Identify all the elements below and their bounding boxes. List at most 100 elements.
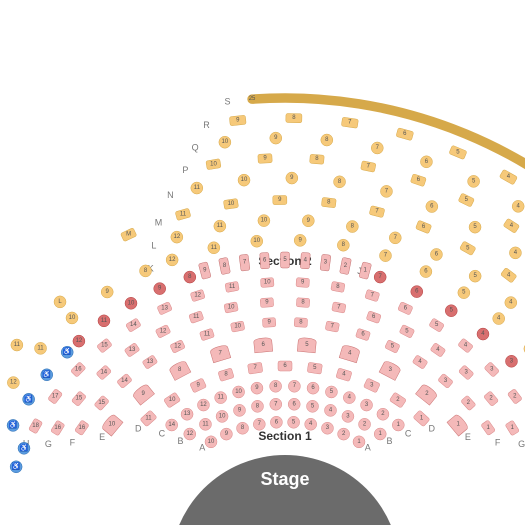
seat-B-7[interactable] bbox=[270, 398, 282, 410]
seat-B-4[interactable] bbox=[325, 404, 337, 416]
seat-F-6[interactable] bbox=[355, 328, 370, 341]
seat-C-8[interactable] bbox=[270, 380, 282, 392]
seat-K-8[interactable] bbox=[337, 239, 349, 251]
seat-Jl-8[interactable] bbox=[184, 271, 196, 283]
seat-Q-7[interactable] bbox=[371, 142, 383, 154]
seat-H-8[interactable] bbox=[331, 281, 345, 292]
seat-B-2[interactable] bbox=[359, 418, 371, 430]
seat-G-4[interactable] bbox=[430, 343, 446, 358]
seat-J-4[interactable] bbox=[477, 328, 489, 340]
seat-A-9[interactable] bbox=[220, 428, 232, 440]
seat-G-9[interactable] bbox=[260, 298, 274, 308]
seat-R-9[interactable] bbox=[229, 115, 246, 126]
seat-G-16[interactable] bbox=[50, 420, 65, 436]
seat-M-9[interactable] bbox=[273, 195, 287, 204]
seat-C-12[interactable] bbox=[197, 399, 209, 411]
seat-H-5[interactable] bbox=[429, 318, 445, 332]
seat-R-7[interactable] bbox=[341, 117, 358, 128]
seat-C-4[interactable] bbox=[343, 392, 355, 404]
seat-G-7[interactable] bbox=[332, 302, 347, 313]
seat-Kl-10[interactable] bbox=[66, 312, 78, 324]
seat-P-6[interactable] bbox=[410, 174, 426, 187]
seat-J2-1[interactable] bbox=[359, 262, 372, 280]
seat-J2-2[interactable] bbox=[340, 257, 352, 274]
seat-A-7[interactable] bbox=[253, 418, 265, 430]
seat-F-2[interactable] bbox=[461, 395, 476, 411]
seat-F-8[interactable] bbox=[294, 318, 308, 328]
seat-J2-3[interactable] bbox=[320, 254, 331, 271]
seat-H-14[interactable] bbox=[125, 318, 141, 332]
seat-B-11[interactable] bbox=[199, 418, 211, 430]
seat-P-5[interactable] bbox=[458, 193, 475, 207]
seat-K-4[interactable] bbox=[493, 313, 505, 325]
seat-Jb-16[interactable] bbox=[7, 419, 19, 431]
seat-C-2[interactable] bbox=[377, 408, 389, 420]
seat-H-7[interactable] bbox=[365, 289, 380, 302]
seat-C-9[interactable] bbox=[251, 382, 263, 394]
seat-A-8[interactable] bbox=[237, 422, 249, 434]
seat-K-11[interactable] bbox=[208, 242, 220, 254]
seat-C-6[interactable] bbox=[307, 382, 319, 394]
seat-F-16[interactable] bbox=[74, 420, 89, 436]
seat-N-9[interactable] bbox=[286, 172, 298, 184]
seat-N-5[interactable] bbox=[469, 221, 481, 233]
seat-A-3[interactable] bbox=[321, 422, 333, 434]
seat-R-4[interactable] bbox=[499, 169, 517, 185]
seat-Jl-10[interactable] bbox=[125, 297, 137, 309]
seat-D-4[interactable] bbox=[336, 368, 352, 382]
seat-B-5[interactable] bbox=[307, 400, 319, 412]
seat-Kl-8[interactable] bbox=[140, 265, 152, 277]
seat-H-11[interactable] bbox=[225, 281, 239, 292]
seat-N-4[interactable] bbox=[509, 247, 521, 259]
seat-B-8[interactable] bbox=[251, 400, 263, 412]
seat-J2-7[interactable] bbox=[239, 254, 250, 271]
seat-L-4[interactable] bbox=[505, 297, 517, 309]
seat-P-7[interactable] bbox=[361, 161, 377, 173]
seat-A-4[interactable] bbox=[305, 418, 317, 430]
seat-Kl-9[interactable] bbox=[101, 286, 113, 298]
seat-E-8[interactable] bbox=[168, 360, 190, 381]
seat-Q-8[interactable] bbox=[321, 134, 333, 146]
seat-B-6[interactable] bbox=[288, 398, 300, 410]
seat-H-18[interactable] bbox=[28, 418, 42, 434]
seat-F-3[interactable] bbox=[438, 373, 454, 388]
seat-G-6[interactable] bbox=[366, 311, 381, 324]
seat-L-5[interactable] bbox=[469, 270, 481, 282]
seat-J2-8[interactable] bbox=[219, 257, 231, 274]
seat-H-6[interactable] bbox=[398, 302, 414, 316]
seat-N-7[interactable] bbox=[380, 185, 392, 197]
seat-C-10[interactable] bbox=[233, 386, 245, 398]
seat-K-10[interactable] bbox=[251, 235, 263, 247]
seat-G-15[interactable] bbox=[71, 391, 86, 407]
seat-L-6[interactable] bbox=[430, 248, 442, 260]
seat-F-13[interactable] bbox=[142, 355, 158, 370]
seat-Jb-14[interactable] bbox=[41, 369, 53, 381]
seat-N-6[interactable] bbox=[426, 201, 438, 213]
seat-F-4[interactable] bbox=[412, 355, 428, 370]
seat-N-10[interactable] bbox=[238, 174, 250, 186]
seat-D-2[interactable] bbox=[389, 392, 406, 408]
seat-G-8[interactable] bbox=[296, 298, 310, 308]
seat-H-[interactable] bbox=[10, 461, 22, 473]
seat-Q-4[interactable] bbox=[512, 200, 524, 212]
seat-M-4[interactable] bbox=[500, 267, 517, 283]
seat-D-11[interactable] bbox=[140, 410, 157, 427]
seat-G-11[interactable] bbox=[189, 311, 204, 324]
seat-B-12[interactable] bbox=[184, 428, 196, 440]
seat-E-3[interactable] bbox=[379, 360, 401, 381]
seat-G-10[interactable] bbox=[224, 302, 239, 313]
seat-J-7[interactable] bbox=[374, 271, 386, 283]
seat-R-5[interactable] bbox=[449, 145, 467, 159]
seat-R-8[interactable] bbox=[286, 113, 302, 122]
seat-G-2[interactable] bbox=[483, 391, 498, 407]
seat-A-1[interactable] bbox=[353, 436, 365, 448]
seat-J2-5[interactable] bbox=[281, 252, 290, 268]
seat-L-8[interactable] bbox=[346, 221, 358, 233]
seat-H-15[interactable] bbox=[97, 338, 113, 353]
seat-K-12[interactable] bbox=[166, 254, 178, 266]
seat-A-10[interactable] bbox=[205, 436, 217, 448]
seat-L-7[interactable] bbox=[389, 232, 401, 244]
seat-E-4[interactable] bbox=[339, 344, 360, 363]
seat-P-10[interactable] bbox=[206, 159, 221, 170]
seat-E-9[interactable] bbox=[132, 383, 155, 405]
